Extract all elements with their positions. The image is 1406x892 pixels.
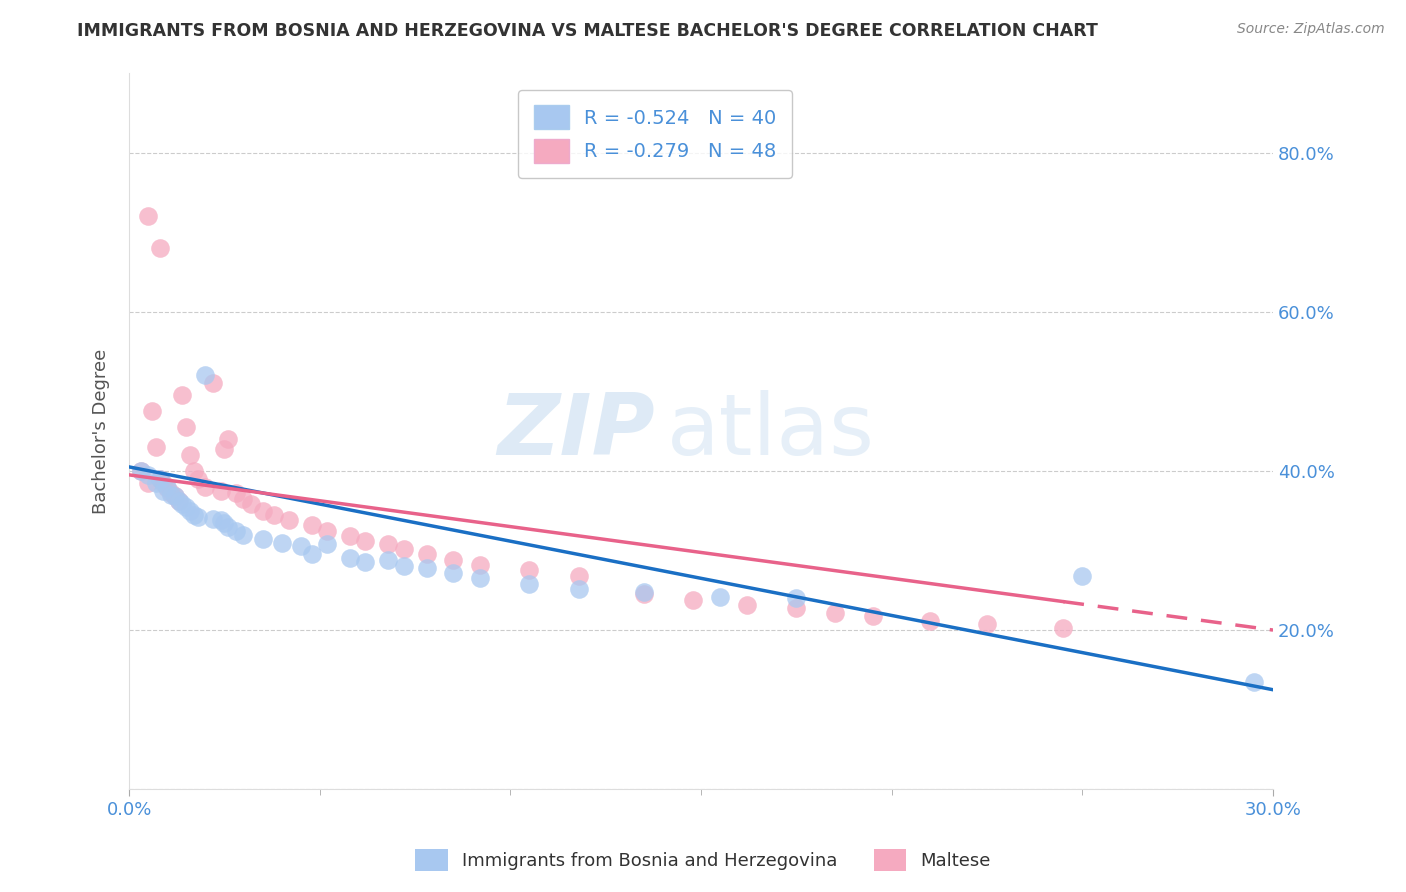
Point <box>278 513 301 527</box>
Point <box>183 464 205 478</box>
Point <box>568 582 591 596</box>
Point <box>339 551 361 566</box>
Point <box>174 420 197 434</box>
Point <box>225 524 247 538</box>
Point <box>270 535 292 549</box>
Point <box>785 591 807 606</box>
Point <box>183 508 205 522</box>
Point <box>263 508 285 522</box>
Point <box>194 480 217 494</box>
Point <box>633 587 655 601</box>
Point <box>187 510 209 524</box>
Point <box>301 548 323 562</box>
Point <box>316 524 339 538</box>
Point <box>172 388 194 402</box>
Point <box>682 592 704 607</box>
Point <box>240 497 263 511</box>
Point <box>316 537 339 551</box>
Text: atlas: atlas <box>666 390 875 473</box>
Legend: Immigrants from Bosnia and Herzegovina, Maltese: Immigrants from Bosnia and Herzegovina, … <box>408 842 998 879</box>
Point <box>976 616 998 631</box>
Point <box>519 577 541 591</box>
Point <box>149 472 172 486</box>
Text: IMMIGRANTS FROM BOSNIA AND HERZEGOVINA VS MALTESE BACHELOR'S DEGREE CORRELATION : IMMIGRANTS FROM BOSNIA AND HERZEGOVINA V… <box>77 22 1098 40</box>
Point <box>290 540 312 554</box>
Point <box>141 404 163 418</box>
Point <box>918 614 941 628</box>
Point <box>824 606 846 620</box>
Point <box>1071 569 1094 583</box>
Point <box>179 504 201 518</box>
Point <box>209 513 232 527</box>
Point <box>377 537 399 551</box>
Point <box>179 448 201 462</box>
Point <box>167 494 190 508</box>
Point <box>214 442 236 456</box>
Point <box>160 486 183 500</box>
Point <box>1243 674 1265 689</box>
Point <box>145 475 167 490</box>
Point <box>214 516 236 530</box>
Point <box>174 500 197 514</box>
Point <box>354 533 377 548</box>
Point <box>163 489 186 503</box>
Point <box>1052 622 1074 636</box>
Point <box>167 494 190 508</box>
Point <box>301 518 323 533</box>
Point <box>568 569 591 583</box>
Point <box>735 598 758 612</box>
Y-axis label: Bachelor's Degree: Bachelor's Degree <box>93 349 110 514</box>
Point <box>862 608 884 623</box>
Point <box>785 600 807 615</box>
Text: ZIP: ZIP <box>498 390 655 473</box>
Point <box>225 486 247 500</box>
Point <box>252 504 274 518</box>
Point <box>136 467 159 482</box>
Point <box>709 590 731 604</box>
Point <box>136 209 159 223</box>
Point <box>441 553 464 567</box>
Point <box>377 553 399 567</box>
Point <box>392 559 415 574</box>
Point <box>194 368 217 383</box>
Point <box>156 480 179 494</box>
Point <box>163 489 186 503</box>
Point <box>160 488 183 502</box>
Point <box>172 497 194 511</box>
Legend: R = -0.524   N = 40, R = -0.279   N = 48: R = -0.524 N = 40, R = -0.279 N = 48 <box>519 90 792 178</box>
Point <box>354 556 377 570</box>
Point <box>156 482 179 496</box>
Point <box>232 491 254 506</box>
Point <box>519 563 541 577</box>
Point <box>187 472 209 486</box>
Point <box>468 558 491 572</box>
Point <box>152 483 174 498</box>
Point <box>252 532 274 546</box>
Point <box>201 511 224 525</box>
Point <box>145 440 167 454</box>
Point <box>201 376 224 391</box>
Point <box>217 519 239 533</box>
Point <box>415 548 437 562</box>
Point <box>415 561 437 575</box>
Point <box>339 529 361 543</box>
Point <box>129 464 152 478</box>
Point <box>129 464 152 478</box>
Point <box>209 483 232 498</box>
Point <box>392 541 415 556</box>
Point <box>441 566 464 580</box>
Point <box>149 472 172 486</box>
Point <box>232 527 254 541</box>
Point <box>217 432 239 446</box>
Point <box>149 241 172 255</box>
Point <box>633 585 655 599</box>
Point <box>136 475 159 490</box>
Text: Source: ZipAtlas.com: Source: ZipAtlas.com <box>1237 22 1385 37</box>
Point <box>468 571 491 585</box>
Point <box>152 475 174 490</box>
